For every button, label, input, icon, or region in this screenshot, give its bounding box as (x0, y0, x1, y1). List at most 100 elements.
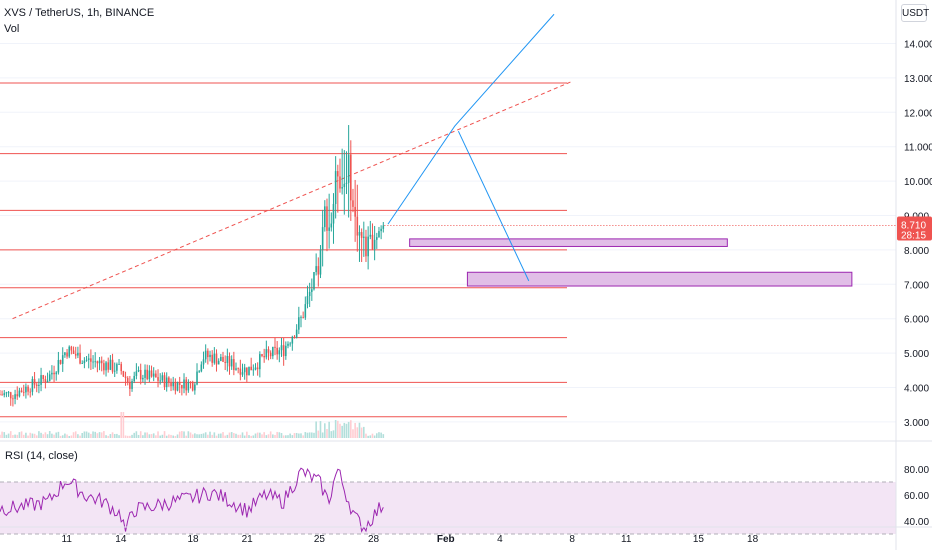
volume-label: Vol (4, 23, 20, 35)
candle-body (83, 360, 86, 364)
volume-bar (267, 434, 270, 438)
volume-bar (178, 431, 181, 438)
price-badge-countdown: 28:15 (901, 230, 926, 241)
candle-body (7, 392, 10, 394)
candle-body (122, 371, 125, 377)
volume-bar (237, 434, 239, 438)
volume-bar (25, 432, 27, 438)
volume-bar (126, 435, 129, 438)
volume-bar (276, 431, 278, 438)
volume-bar (304, 432, 307, 438)
candle-body (53, 372, 55, 375)
rsi-pane (0, 467, 896, 535)
volume-bar (31, 433, 34, 438)
volume-bar (38, 431, 40, 438)
candle-body (90, 358, 92, 362)
candle-body (356, 216, 359, 236)
candle-body (172, 382, 174, 387)
candle-body (230, 359, 233, 367)
candle-body (263, 356, 265, 358)
volume-bar (135, 431, 138, 438)
volume-bar (191, 434, 194, 438)
candle-body (185, 379, 187, 391)
projection-up-line (387, 13, 555, 225)
candle-body (9, 392, 12, 399)
time-tick-label: 11 (621, 534, 632, 545)
volume-bar (250, 435, 252, 438)
volume-bar (46, 434, 49, 438)
price-tick-label: 4.000 (904, 384, 929, 395)
candle-body (72, 350, 75, 354)
time-tick-label: 18 (187, 534, 199, 545)
volume-bar (324, 423, 326, 438)
volume-bar (170, 434, 172, 438)
candle-body (46, 380, 49, 383)
volume-bar (321, 432, 324, 438)
candle-body (276, 347, 278, 355)
candle-body (152, 373, 155, 377)
candle-body (157, 377, 159, 381)
volume-bar (90, 433, 92, 438)
volume-bar (42, 434, 45, 438)
time-tick-label: 14 (115, 534, 127, 545)
price-tick-label: 7.000 (904, 280, 929, 291)
candle-body (298, 317, 300, 330)
candle-body (302, 317, 304, 318)
volume-bar (287, 435, 289, 438)
candle-body (330, 223, 333, 228)
volume-bar (22, 434, 25, 438)
candle-body (51, 372, 53, 375)
time-tick-label: 15 (693, 534, 705, 545)
candle-body (352, 200, 354, 207)
candle-body (0, 394, 1, 396)
volume-bar (122, 412, 125, 438)
volume-bar (48, 431, 51, 438)
candle-body (66, 352, 68, 357)
candle-body (107, 362, 110, 370)
currency-button[interactable]: USDT (901, 4, 929, 22)
volume-bar (343, 422, 346, 438)
volume-bar (98, 432, 101, 438)
volume-bar (57, 431, 60, 438)
candle-body (209, 354, 211, 358)
rsi-title: RSI (14, close) (5, 450, 78, 462)
volume-bar (5, 434, 8, 438)
candle-body (103, 363, 105, 371)
volume-bar (144, 432, 146, 438)
candle-body (200, 364, 203, 372)
volume-bar (350, 420, 352, 438)
volume-bar (35, 435, 38, 438)
volume-bar (326, 429, 328, 438)
candle-body (224, 361, 226, 363)
candle-body (291, 336, 294, 344)
volume-bar (369, 435, 372, 438)
volume-bar (0, 434, 1, 438)
candle-body (280, 345, 283, 351)
volume-bar (133, 432, 136, 438)
grid (0, 43, 896, 423)
candle-body (341, 187, 343, 189)
candle-body (382, 225, 385, 229)
price-badge-value: 8.710 (901, 220, 926, 231)
volume-bar (20, 431, 23, 438)
candle-body (194, 384, 196, 391)
candle-body (38, 384, 40, 386)
price-tick-label: 3.000 (904, 418, 929, 429)
candle-body (213, 353, 216, 363)
volume-bar (345, 423, 348, 438)
candle-body (274, 346, 276, 348)
candle-body (100, 360, 103, 364)
candle-body (226, 355, 229, 363)
volume-bar (358, 422, 361, 438)
volume-bar (317, 430, 320, 438)
volume-bar (209, 431, 211, 438)
volume-bar (243, 435, 246, 438)
volume-bar (341, 425, 343, 438)
volume-bar (174, 435, 177, 438)
candle-body (246, 367, 248, 376)
volume-bar (289, 433, 291, 438)
candle-body (293, 336, 296, 338)
candle-body (35, 384, 38, 386)
volume-bar (77, 434, 79, 438)
